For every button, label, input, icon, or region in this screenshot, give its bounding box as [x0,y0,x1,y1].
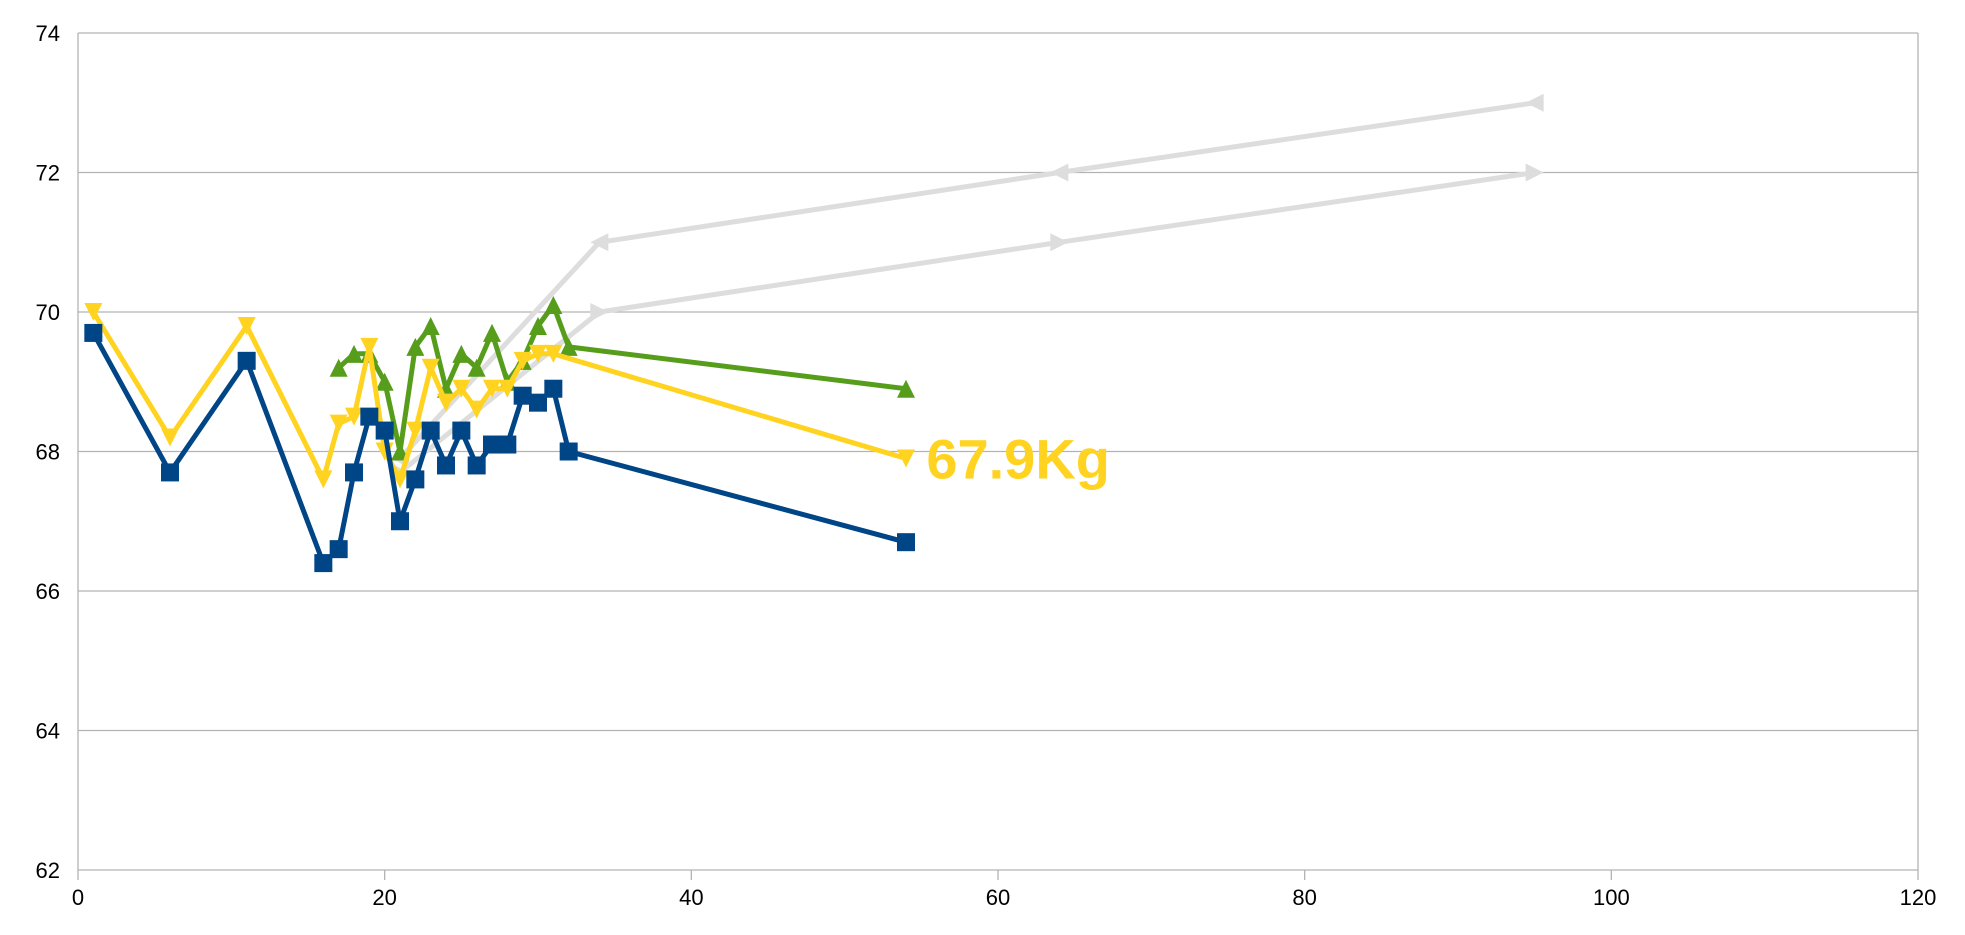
data-point [559,337,578,356]
data-point [84,303,103,321]
data-point [513,386,532,405]
series-line-0 [397,100,1538,461]
series-line-1 [397,170,1538,475]
data-point [329,414,348,433]
x-tick-label: 120 [1900,885,1937,910]
series-0 [391,93,1544,468]
data-point [897,379,915,398]
data-point [544,344,563,363]
data-point [1525,163,1544,182]
y-tick-label: 74 [36,21,60,46]
data-point [513,351,532,370]
x-tick-label: 0 [72,885,84,910]
data-point [84,323,103,342]
series-2 [329,296,915,461]
data-point [483,435,501,454]
data-point [1050,163,1069,182]
data-point [483,379,501,398]
series-4 [84,323,915,573]
data-point [544,296,563,315]
data-point [391,470,409,489]
series-1 [391,163,1544,482]
data-point [467,400,486,419]
y-tick-label: 70 [36,300,60,325]
data-point [314,470,333,489]
data-point [498,379,517,398]
data-point [1050,233,1069,252]
data-point [360,337,379,356]
y-tick-label: 62 [36,858,60,883]
data-point [529,344,547,363]
data-point [345,407,363,426]
data-point [314,554,333,573]
data-point [360,407,379,426]
data-point [375,372,394,391]
data-point [498,435,517,454]
data-point [391,512,409,531]
data-point [161,428,179,447]
data-point [391,442,409,461]
data-point [452,379,471,398]
data-point [529,393,547,412]
tick-labels: 62 64 66 68 70 72 74 0 20 40 60 80 100 120 [36,21,1937,910]
data-point [590,233,609,252]
data-point [406,470,425,489]
data-point [421,316,440,335]
data-point [529,316,547,335]
data-point [467,456,486,475]
latest-weight-callout: 67.9Kg [926,427,1110,490]
series-line-3 [90,309,909,482]
series-group [84,93,1544,573]
data-point [329,540,348,559]
x-tick-label: 80 [1292,885,1316,910]
data-point [421,358,440,377]
data-point [437,393,455,412]
data-point [237,316,256,335]
x-tick-label: 40 [679,885,703,910]
data-point [161,463,179,482]
y-tick-label: 72 [36,161,60,186]
data-point [345,344,363,363]
data-point [237,351,256,370]
data-point [345,463,363,482]
data-point [1525,93,1544,112]
y-tick-label: 68 [36,440,60,465]
x-tick-label: 60 [986,885,1010,910]
data-point [483,323,501,342]
data-point [375,421,394,440]
data-point [590,303,609,321]
data-point [897,533,915,552]
data-point [421,421,440,440]
y-tick-label: 66 [36,579,60,604]
data-point [559,442,578,461]
data-point [406,421,425,440]
data-point [437,456,455,475]
data-point [329,358,348,377]
data-point [544,379,563,398]
data-point [467,358,486,377]
x-tick-label: 100 [1593,885,1630,910]
y-tick-label: 64 [36,719,60,744]
data-point [897,449,915,468]
data-point [452,421,471,440]
data-point [452,344,471,363]
axes [77,33,1919,880]
x-tick-label: 20 [372,885,396,910]
data-point [406,337,425,356]
series-3 [84,303,915,489]
